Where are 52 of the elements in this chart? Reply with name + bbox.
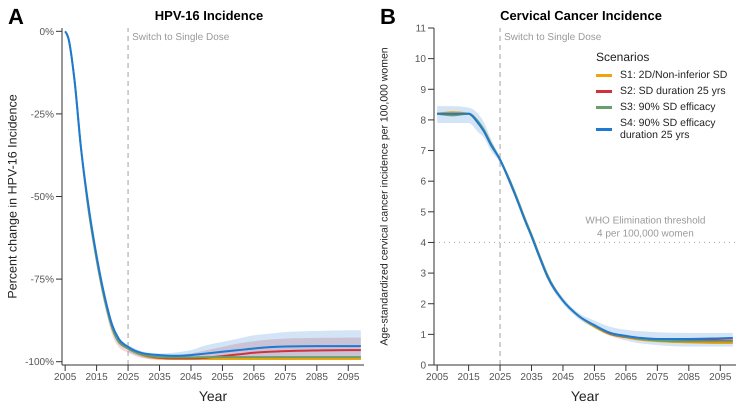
y-tick-label: -100% (25, 357, 54, 368)
x-tick-label: 2035 (520, 372, 544, 384)
y-tick-label: 11 (416, 24, 426, 35)
legend-label: S1: 2D/Non-inferior SD (620, 69, 728, 81)
y-tick-label: 10 (414, 54, 426, 66)
y-axis-title: Age-standardized cervical cancer incidence per 100,000 women (378, 47, 391, 346)
x-tick-label: 2095 (709, 372, 732, 384)
y-tick-label: 8 (420, 115, 426, 126)
x-tick-label: 2025 (116, 372, 140, 384)
y-tick-label: -25% (30, 109, 54, 120)
x-tick-label: 2005 (54, 372, 77, 384)
y-tick-label: -50% (30, 192, 54, 204)
x-tick-label: 2075 (274, 372, 297, 384)
y-tick-label: 7 (420, 146, 426, 158)
x-tick-label: 2075 (646, 372, 669, 384)
x-axis-title: Year (198, 388, 228, 404)
y-tick-label: 0 (420, 360, 426, 372)
x-tick-label: 2045 (180, 372, 203, 384)
x-tick-label: 2065 (242, 372, 266, 384)
chart-title: HPV-16 Incidence (154, 8, 264, 23)
x-tick-label: 2015 (457, 372, 480, 384)
y-tick-label: 6 (420, 176, 426, 188)
x-tick-label: 2085 (306, 372, 328, 384)
y-tick-label: 9 (420, 84, 426, 96)
y-tick-label: 1 (420, 330, 426, 341)
chart-title: Cervical Cancer Incidence (500, 8, 662, 23)
x-tick-label: 2045 (552, 372, 575, 384)
legend-label: S2: SD duration 25 yrs (620, 85, 726, 97)
y-tick-label: -75% (30, 274, 54, 286)
x-tick-label: 2025 (488, 372, 512, 384)
y-tick-label: 3 (420, 268, 426, 280)
y-tick-label: 0% (40, 26, 54, 38)
y-tick-label: 4 (420, 238, 426, 250)
x-tick-label: 2085 (678, 372, 700, 384)
ref-line-label: Switch to Single Dose (504, 32, 602, 43)
text: B (380, 4, 396, 30)
text: A (8, 4, 24, 30)
x-tick-label: 2015 (85, 372, 108, 384)
x-tick-label: 2035 (148, 372, 172, 384)
x-tick-label: 2055 (583, 372, 606, 384)
y-tick-label: 2 (420, 299, 426, 310)
legend-label: S3: 90% SD efficacy (620, 101, 716, 113)
x-tick-label: 2005 (426, 372, 449, 384)
x-tick-label: 2095 (337, 372, 360, 384)
legend-title: Scenarios (596, 50, 650, 64)
x-axis-title: Year (570, 388, 600, 404)
y-tick-label: 5 (420, 207, 426, 218)
ref-line-label: Switch to Single Dose (132, 32, 230, 43)
x-tick-label: 2065 (614, 372, 638, 384)
ref-line-label: WHO Elimination threshold 4 per 100,000 women (585, 215, 706, 240)
x-tick-label: 2055 (211, 372, 234, 384)
legend-label: S4: 90% SD efficacy duration 25 yrs (620, 117, 717, 141)
